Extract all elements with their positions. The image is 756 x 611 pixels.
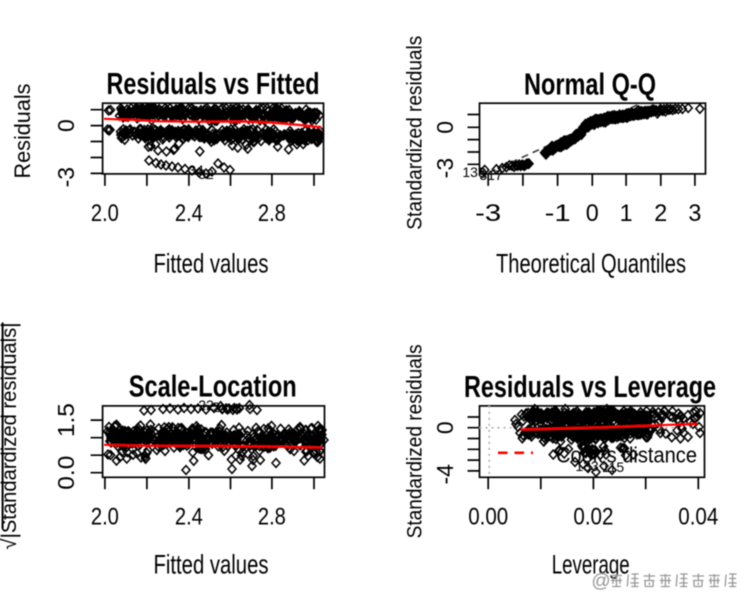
svg-text:0.02: 0.02 — [573, 504, 613, 531]
svg-text:2.0: 2.0 — [91, 200, 119, 227]
svg-text:√|Standardized residuals|: √|Standardized residuals| — [0, 323, 21, 550]
svg-text:Standardized residuals: Standardized residuals — [403, 36, 427, 230]
svg-text:Theoretical Quantiles: Theoretical Quantiles — [496, 249, 686, 279]
svg-text:Residuals vs Leverage: Residuals vs Leverage — [464, 369, 716, 404]
svg-text:34: 34 — [188, 162, 204, 178]
svg-text:0: 0 — [53, 119, 79, 132]
svg-text:0: 0 — [586, 200, 599, 227]
svg-text:2.0: 2.0 — [91, 504, 119, 531]
svg-text:0.00: 0.00 — [468, 504, 508, 531]
svg-text:2: 2 — [654, 200, 667, 227]
svg-text:317: 317 — [479, 167, 503, 183]
svg-text:2.4: 2.4 — [175, 504, 203, 531]
svg-text:-3: -3 — [53, 167, 79, 187]
svg-text:3: 3 — [688, 200, 701, 227]
svg-text:0.0: 0.0 — [53, 456, 79, 490]
svg-text:32: 32 — [198, 166, 214, 182]
svg-text:133: 133 — [462, 164, 486, 180]
svg-text:0: 0 — [432, 421, 458, 434]
svg-text:1: 1 — [620, 200, 633, 227]
svg-text:0.04: 0.04 — [678, 504, 718, 531]
svg-text:@: @ — [591, 571, 610, 592]
svg-text:Standardized residuals: Standardized residuals — [403, 344, 427, 538]
svg-text:Fitted values: Fitted values — [154, 550, 269, 580]
svg-text:-4: -4 — [432, 464, 458, 485]
svg-text:-3: -3 — [432, 158, 458, 178]
svg-text:Scale-Location: Scale-Location — [129, 369, 297, 404]
svg-text:Cook's distance: Cook's distance — [556, 442, 697, 467]
svg-text:2: 2 — [212, 399, 220, 415]
svg-text:9: 9 — [479, 165, 487, 181]
svg-text:-3: -3 — [475, 200, 501, 227]
svg-text:1.5: 1.5 — [53, 403, 79, 437]
svg-text:Residuals vs Fitted: Residuals vs Fitted — [107, 66, 320, 101]
svg-text:Fitted values: Fitted values — [154, 249, 269, 279]
svg-text:22: 22 — [198, 397, 214, 413]
svg-text:Residuals: Residuals — [10, 84, 35, 179]
svg-text:2.8: 2.8 — [258, 200, 286, 227]
svg-text:133: 133 — [575, 458, 599, 474]
svg-text:0: 0 — [432, 121, 458, 134]
svg-text:2.8: 2.8 — [258, 504, 286, 531]
svg-text:-1: -1 — [545, 200, 571, 227]
svg-text:115: 115 — [602, 459, 625, 475]
svg-text:Normal Q-Q: Normal Q-Q — [524, 67, 656, 102]
svg-text:2.4: 2.4 — [175, 200, 203, 227]
